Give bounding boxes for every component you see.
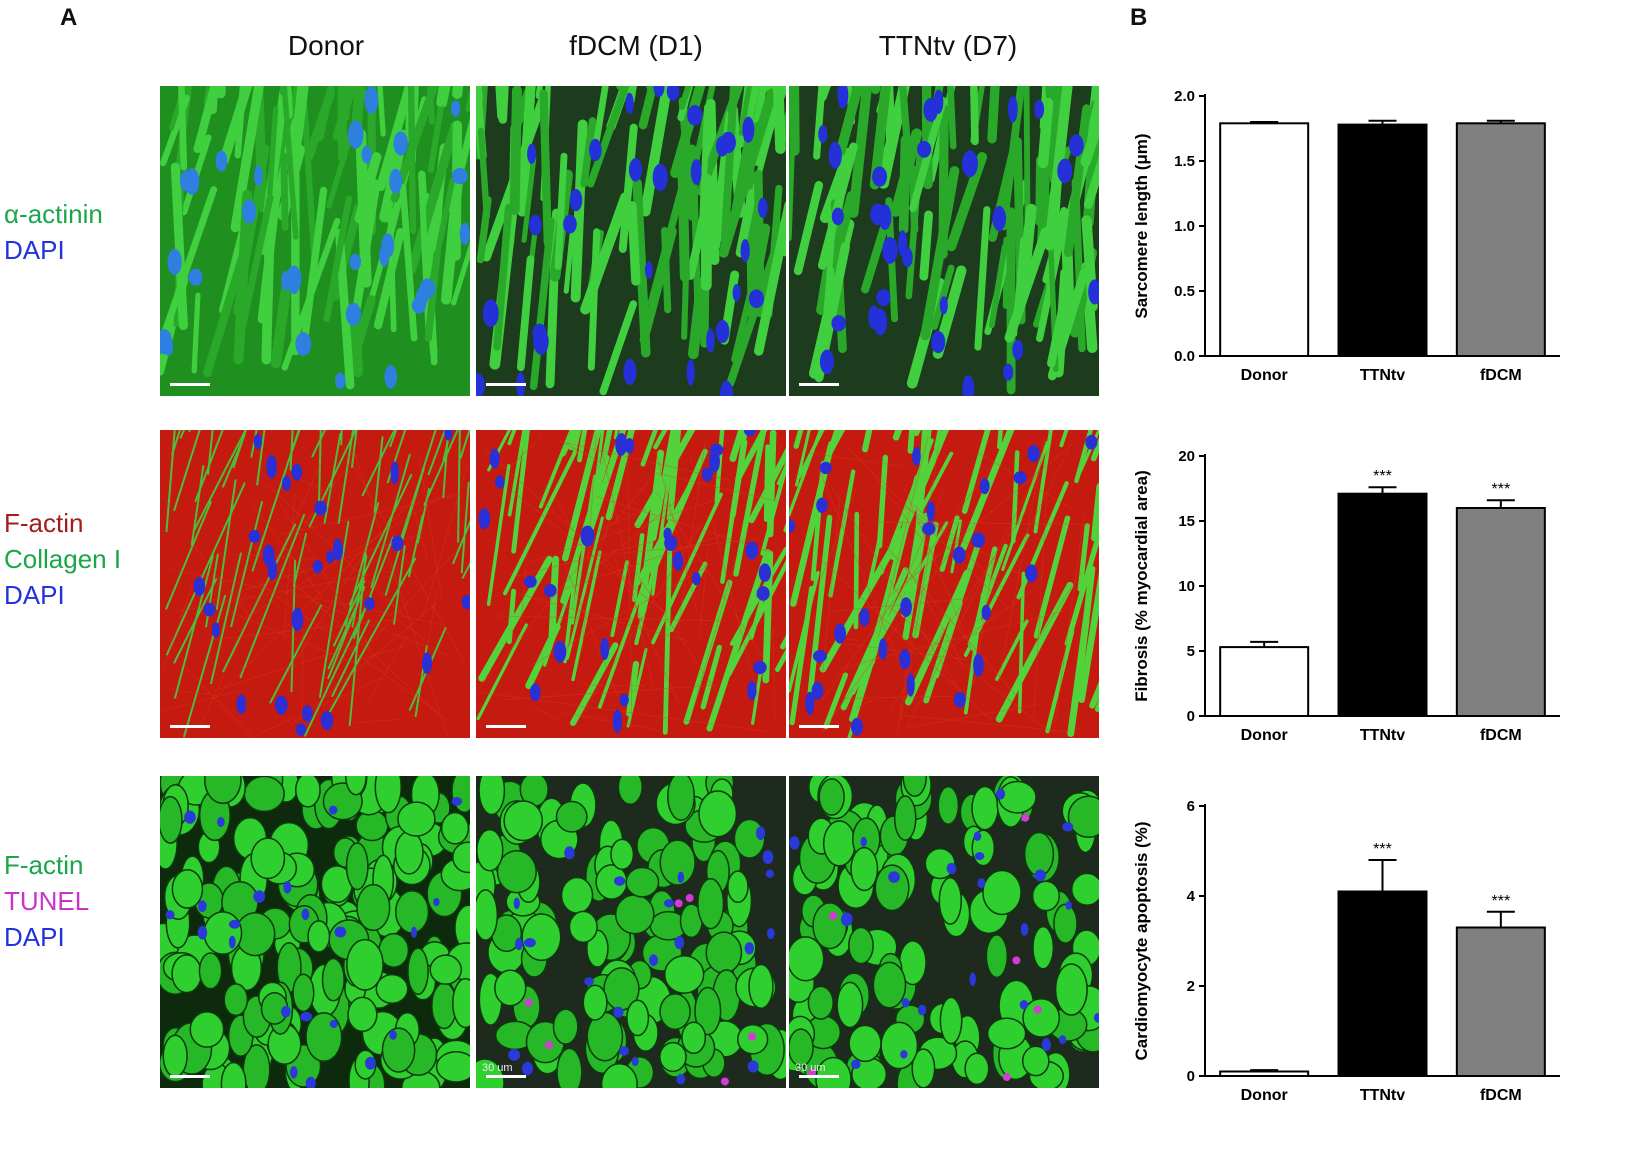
micrograph-r3-c3: 30 um <box>789 776 1099 1088</box>
x-tick-label: fDCM <box>1480 1087 1522 1104</box>
micrograph-r2-c1 <box>160 430 470 738</box>
bar-ttntv <box>1337 890 1428 1077</box>
row2-label-f-actin: F-actin <box>4 508 84 538</box>
y-tick-label: 15 <box>1178 513 1195 530</box>
micrograph-r1-c1 <box>160 86 470 396</box>
scale-bar <box>799 383 839 386</box>
significance-label: *** <box>1491 893 1510 910</box>
row-label-1: α-actinin DAPI <box>4 196 103 268</box>
significance-label: *** <box>1373 468 1392 485</box>
y-tick-label: 0 <box>1187 1068 1195 1085</box>
y-tick-label: 6 <box>1187 798 1195 815</box>
significance-label: *** <box>1491 481 1510 498</box>
y-tick-label: 2.0 <box>1174 88 1195 105</box>
y-tick-label: 1.0 <box>1174 218 1195 235</box>
column-label-fdcm: fDCM (D1) <box>569 30 703 61</box>
apoptosis-chart: Cardiomyocyte apoptosis (%) 0 2 4 6 Donor *** T… <box>1132 790 1645 1120</box>
row-label-3: F-actin TUNEL DAPI <box>4 847 89 955</box>
micrograph-r1-c2 <box>476 86 786 396</box>
micrograph-r2-c2 <box>476 430 786 738</box>
x-tick-label: TTNtv <box>1360 367 1405 384</box>
scale-bar <box>170 383 210 386</box>
y-axis-label: Fibrosis (% myocardial area) <box>1132 470 1151 701</box>
y-tick-label: 0.0 <box>1174 348 1195 365</box>
bar-fdcm <box>1455 926 1546 1077</box>
scale-bar-label: 30 um <box>795 1062 826 1074</box>
x-tick-label: fDCM <box>1480 367 1522 384</box>
micrograph-r2-c3 <box>789 430 1099 738</box>
row-label-2: F-actin Collagen I DAPI <box>4 505 121 613</box>
x-tick-label: TTNtv <box>1360 1087 1405 1104</box>
x-tick-label: Donor <box>1241 727 1288 744</box>
panel-b-label: B <box>1130 4 1148 31</box>
row3-label-tunel: TUNEL <box>4 886 90 916</box>
row1-label-alpha-actinin: α-actinin <box>4 199 103 229</box>
scale-bar <box>799 1075 839 1078</box>
row2-label-dapi: DAPI <box>4 580 65 610</box>
bar-fdcm <box>1455 122 1546 357</box>
scale-bar <box>486 1075 526 1078</box>
y-tick-label: 0 <box>1187 708 1195 725</box>
y-tick-label: 20 <box>1178 448 1195 465</box>
bar-donor <box>1219 122 1310 357</box>
x-tick-label: Donor <box>1241 367 1288 384</box>
y-tick-label: 5 <box>1187 643 1195 660</box>
row2-label-collagen: Collagen I <box>4 544 122 574</box>
x-tick-label: TTNtv <box>1360 727 1405 744</box>
x-tick-label: Donor <box>1241 1087 1288 1104</box>
column-label-donor: Donor <box>287 30 365 61</box>
scale-bar <box>170 1075 210 1078</box>
micrograph-r3-c1 <box>160 776 470 1088</box>
micrograph-r3-c2: 30 um <box>476 776 786 1088</box>
scale-bar <box>170 725 210 728</box>
fibrosis-chart: Fibrosis (% myocardial area) 0 5 10 15 20 Dono… <box>1132 440 1645 760</box>
x-tick-label: fDCM <box>1480 727 1522 744</box>
scale-bar <box>799 725 839 728</box>
row1-label-dapi: DAPI <box>4 235 65 265</box>
y-axis-label: Cardiomyocyte apoptosis (%) <box>1132 822 1151 1061</box>
y-tick-label: 2 <box>1187 978 1195 995</box>
scale-bar <box>486 383 526 386</box>
scale-bar-label: 30 um <box>482 1062 513 1074</box>
panel-a-label: A <box>60 4 78 31</box>
row3-label-dapi: DAPI <box>4 922 65 952</box>
bar-ttntv <box>1337 123 1428 357</box>
bar-donor <box>1219 646 1310 718</box>
y-tick-label: 10 <box>1178 578 1195 595</box>
y-tick-label: 4 <box>1187 888 1196 905</box>
bar-fdcm <box>1455 507 1546 717</box>
y-axis-label: Sarcomere length (μm) <box>1132 133 1151 318</box>
sarcomere-length-chart: Sarcomere length (μm) 0.0 0.5 1.0 1.5 2.0 Dono… <box>1132 80 1645 400</box>
y-tick-label: 1.5 <box>1174 153 1195 170</box>
scale-bar <box>486 725 526 728</box>
bar-donor <box>1219 1070 1310 1077</box>
y-tick-label: 0.5 <box>1174 283 1195 300</box>
micrograph-r1-c3 <box>789 86 1099 396</box>
row3-label-f-actin: F-actin <box>4 850 84 880</box>
bar-ttntv <box>1337 492 1428 718</box>
column-label-ttntv: TTNtv (D7) <box>878 30 1018 61</box>
significance-label: *** <box>1373 841 1392 858</box>
